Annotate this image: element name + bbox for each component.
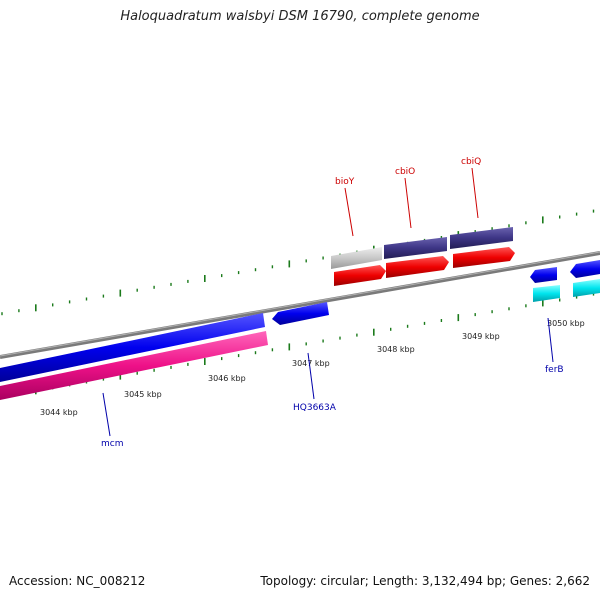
gene-cbio-purple[interactable] — [384, 237, 447, 259]
leader-mcm — [102, 392, 111, 437]
scale-label: 3049 kbp — [462, 332, 500, 341]
gene-label-cbiq[interactable]: cbiQ — [461, 157, 481, 167]
scale-label: 3045 kbp — [124, 390, 162, 399]
scale-label: 3046 kbp — [208, 374, 246, 383]
gene-mcm-pink[interactable] — [0, 331, 268, 400]
gene-hq3663a-blue[interactable] — [272, 302, 329, 325]
gene-ferb-cyan[interactable] — [533, 285, 560, 302]
gene-label-mcm[interactable]: mcm — [101, 439, 123, 449]
gene-bioy-red[interactable] — [334, 265, 386, 286]
gene-label-hq3663a[interactable]: HQ3663A — [293, 403, 337, 413]
topology-text: Topology: circular; Length: 3,132,494 bp… — [260, 574, 590, 588]
leader-bioy — [344, 187, 354, 237]
scale-label: 3047 kbp — [292, 359, 330, 368]
gene-right-cyan[interactable] — [573, 279, 600, 297]
gene-ferb-blue[interactable] — [530, 267, 557, 283]
gene-cbiq-purple[interactable] — [450, 227, 513, 249]
gene-label-ferb[interactable]: ferB — [545, 365, 564, 375]
leader-cbio — [404, 177, 412, 229]
genome-backbone — [0, 251, 600, 359]
gene-biox-gray[interactable] — [331, 247, 382, 269]
scale-labels: 3044 kbp 3045 kbp 3046 kbp 3047 kbp 3048… — [40, 319, 585, 417]
gene-right-blue[interactable] — [570, 260, 600, 278]
genome-backbone-highlight — [0, 251, 600, 357]
upper-tick-row — [1, 209, 595, 316]
leader-ferb — [547, 317, 554, 363]
leader-cbiq — [471, 167, 479, 219]
scale-label: 3050 kbp — [547, 319, 585, 328]
scale-label: 3044 kbp — [40, 408, 78, 417]
map-title: Haloquadratum walsbyi DSM 16790, complet… — [120, 9, 480, 24]
accession-text: Accession: NC_008212 — [9, 574, 146, 588]
scale-label: 3048 kbp — [377, 345, 415, 354]
gene-mcm-blue[interactable] — [0, 313, 265, 382]
gene-cbiq-red[interactable] — [453, 247, 515, 268]
leader-hq3663a — [307, 352, 315, 400]
gene-cbio-red[interactable] — [386, 256, 449, 278]
gene-label-bioy[interactable]: bioY — [335, 177, 355, 187]
gene-labels: bioY cbiO cbiQ mcm HQ3663A ferB — [101, 157, 564, 449]
gene-label-cbio[interactable]: cbiO — [395, 167, 415, 177]
gene-leader-lines — [102, 167, 554, 437]
